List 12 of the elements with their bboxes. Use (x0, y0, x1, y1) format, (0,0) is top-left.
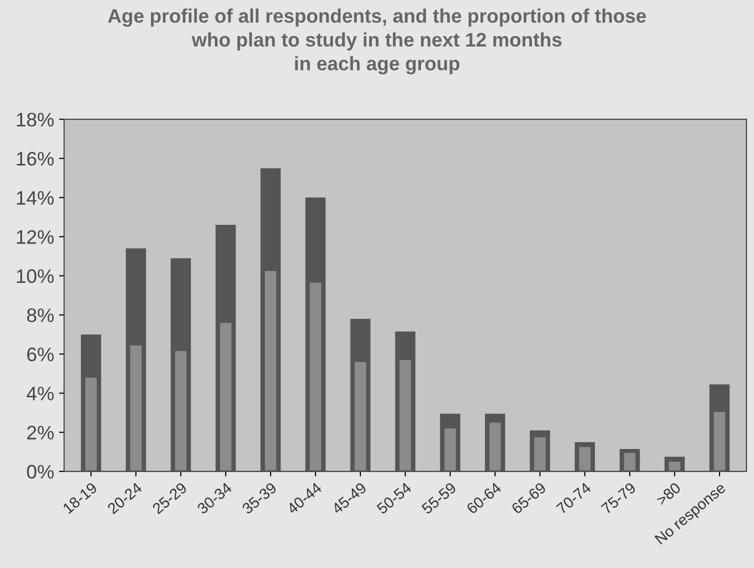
y-tick-label: 10% (16, 269, 54, 284)
y-tick-label: 4% (26, 386, 54, 400)
chart-title: Age profile of all respondents, and the proportion of those who plan to study in the next 12 months in each age group (108, 8, 646, 74)
y-tick-label: 6% (27, 348, 54, 362)
bar (666, 460, 682, 472)
y-tick-label: 0% (27, 464, 54, 479)
y-tick-label: 14% (16, 191, 54, 205)
y-tick-label: 12% (16, 230, 54, 244)
y-tick-label: 2% (27, 426, 54, 440)
y-tick-label: 8% (27, 308, 54, 322)
y-tick-label: 16% (16, 152, 54, 166)
y-tick-label: 18% (16, 112, 54, 127)
